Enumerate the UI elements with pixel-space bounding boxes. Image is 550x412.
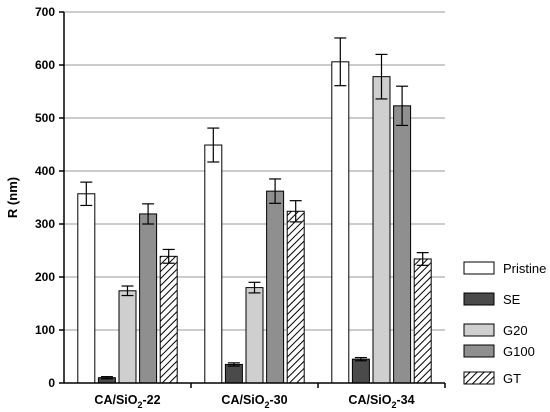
y-tick-label: 200 [35, 270, 55, 284]
legend-label-g20: G20 [503, 323, 528, 338]
category-label-suffix: -34 [397, 393, 415, 407]
legend-swatch-gt [463, 371, 495, 385]
y-tick-label: 0 [48, 376, 55, 390]
legend: Pristine SE G20 G100 GT [463, 261, 546, 386]
legend-swatch-pristine [463, 261, 495, 275]
bar-se-2 [224, 363, 243, 384]
x-category-label: CA/SiO2-22 [94, 393, 160, 410]
legend-swatch-g20 [463, 323, 495, 337]
category-label-base: CA/SiO [221, 393, 264, 407]
category-label-base: CA/SiO [94, 393, 137, 407]
legend-swatch-g100 [463, 344, 495, 358]
y-tick-label: 500 [35, 111, 55, 125]
axes [63, 12, 446, 388]
legend-swatch-se [463, 292, 495, 306]
category-label-subscript: 2 [264, 400, 269, 410]
bar-gt-2 [286, 210, 305, 384]
bar-gt-3 [413, 258, 432, 384]
bar-pristine-3 [331, 61, 350, 384]
bar-pristine-1 [77, 193, 96, 384]
bar-g100-3 [393, 105, 412, 384]
y-tick-label: 400 [35, 164, 55, 178]
y-tick-label: 100 [35, 323, 55, 337]
legend-label-pristine: Pristine [503, 261, 546, 276]
y-axis-title: R (nm) [5, 177, 20, 218]
y-tick-label: 600 [35, 58, 55, 72]
legend-label-gt: GT [503, 371, 521, 386]
category-label-subscript: 2 [391, 400, 396, 410]
x-axis-category-labels: CA/SiO2-22 CA/SiO2-30 CA/SiO2-34 [94, 393, 414, 410]
bar-se-3 [351, 358, 370, 384]
gridlines [64, 11, 445, 331]
category-label-suffix: -22 [143, 393, 161, 407]
bar-g100-2 [266, 190, 285, 384]
legend-label-g100: G100 [503, 344, 535, 359]
bar-g20-2 [245, 287, 264, 384]
category-label-base: CA/SiO [348, 393, 391, 407]
y-axis-ticks: 0 100 200 300 400 500 600 700 [35, 5, 64, 390]
category-label-subscript: 2 [137, 400, 142, 410]
category-label-suffix: -30 [270, 393, 288, 407]
x-category-label: CA/SiO2-34 [348, 393, 414, 410]
bars-layer [77, 37, 432, 384]
bar-g20-3 [372, 76, 391, 384]
bar-pristine-2 [204, 144, 223, 384]
bar-gt-1 [159, 255, 178, 384]
legend-label-se: SE [503, 292, 521, 307]
y-tick-label: 300 [35, 217, 55, 231]
bar-g20-1 [118, 290, 137, 384]
x-category-label: CA/SiO2-30 [221, 393, 287, 410]
y-tick-label: 700 [35, 5, 55, 19]
bar-g100-1 [139, 213, 158, 384]
